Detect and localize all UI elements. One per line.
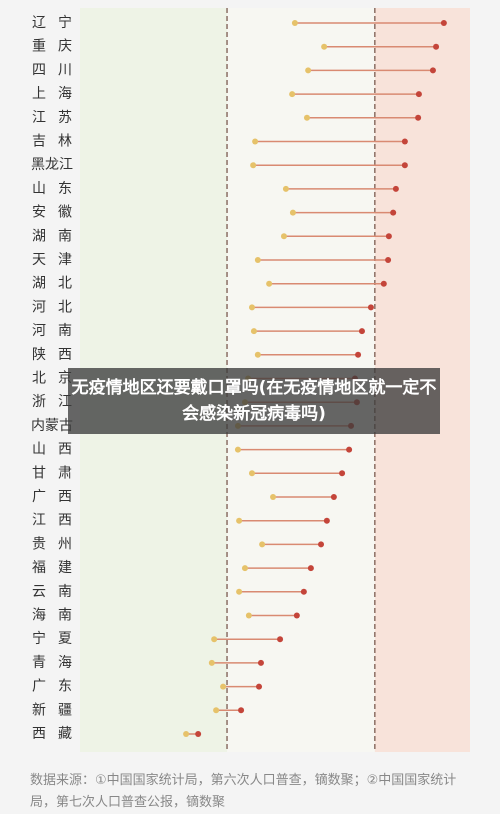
dot (234, 446, 241, 453)
dot (254, 257, 261, 263)
dot (429, 67, 436, 74)
category-label: 上海 (32, 86, 84, 102)
dot (183, 731, 190, 737)
dot (380, 280, 387, 287)
category-label: 福建 (32, 560, 84, 576)
dot (300, 588, 307, 595)
category-label: 甘肃 (32, 465, 84, 481)
dot (236, 517, 243, 524)
category-label: 西藏 (32, 726, 84, 742)
category-label: 四川 (32, 62, 84, 78)
category-label: 黑龙江 (31, 157, 73, 173)
category-label: 山东 (32, 181, 84, 197)
dot (415, 91, 422, 98)
dot (433, 43, 440, 50)
dot (385, 257, 392, 263)
dot (277, 636, 284, 643)
dot (415, 114, 422, 121)
category-label: 宁夏 (32, 630, 84, 647)
dot (250, 162, 257, 169)
dot (367, 304, 374, 311)
dot (282, 185, 289, 192)
category-label: 吉林 (32, 134, 84, 150)
dot (257, 659, 264, 666)
category-label: 湖北 (32, 276, 84, 292)
dot (266, 280, 273, 287)
dot (250, 328, 257, 335)
dot (291, 20, 298, 26)
dot (289, 209, 296, 216)
category-label: 陕西 (32, 347, 84, 363)
dot (252, 138, 259, 145)
dot (220, 683, 227, 690)
dot (323, 517, 330, 524)
category-label: 辽宁 (32, 14, 84, 31)
dot (289, 91, 296, 98)
category-label: 江西 (32, 513, 84, 529)
dot (280, 233, 287, 240)
dot (213, 707, 220, 714)
category-label: 浙江 (32, 394, 84, 410)
dot (385, 233, 392, 240)
dot (245, 612, 252, 619)
dot (248, 470, 255, 477)
category-label: 山西 (32, 442, 84, 458)
dot (307, 565, 314, 572)
category-label: 青海 (32, 655, 84, 671)
dot (330, 494, 337, 500)
dot (321, 43, 328, 50)
dot (211, 636, 218, 643)
dot (318, 541, 325, 548)
dot (401, 162, 408, 169)
dot (305, 67, 312, 74)
chart-title: 无疫情地区还要戴口罩吗(在无疫情地区就一定不会感染新冠病毒吗) (68, 368, 440, 434)
category-label: 重庆 (32, 39, 84, 55)
category-label: 内蒙古 (31, 418, 73, 434)
category-label: 广东 (32, 679, 84, 695)
dot (195, 731, 202, 737)
dot (236, 588, 243, 595)
category-label: 河南 (32, 323, 84, 339)
source-note: 数据来源：①中国国家统计局，第六次人口普查，镝数聚；②中国国家统计局，第七次人口… (30, 773, 457, 810)
dot (346, 446, 353, 453)
dot (293, 612, 300, 619)
category-label: 海南 (32, 608, 84, 624)
dot (238, 707, 245, 714)
dot (303, 114, 310, 121)
category-label: 天津 (32, 252, 84, 268)
dot (256, 683, 263, 690)
category-label: 贵州 (32, 536, 84, 552)
category-label: 广西 (32, 489, 84, 505)
category-label: 北京 (32, 371, 84, 387)
dot (270, 494, 277, 500)
dot (358, 328, 365, 335)
category-label: 湖南 (32, 228, 84, 244)
dot (241, 565, 248, 572)
category-label: 云南 (32, 584, 84, 600)
dot (392, 185, 399, 192)
dot (259, 541, 266, 548)
dot (248, 304, 255, 311)
category-label: 江苏 (32, 110, 84, 126)
dot (339, 470, 346, 477)
dot (390, 209, 397, 216)
dot (208, 659, 215, 666)
dot (254, 351, 261, 358)
category-label: 新疆 (32, 702, 84, 718)
dot (440, 20, 447, 26)
dot (355, 351, 362, 358)
category-label: 河北 (32, 299, 84, 315)
dot (401, 138, 408, 145)
category-label: 安徽 (32, 205, 84, 221)
